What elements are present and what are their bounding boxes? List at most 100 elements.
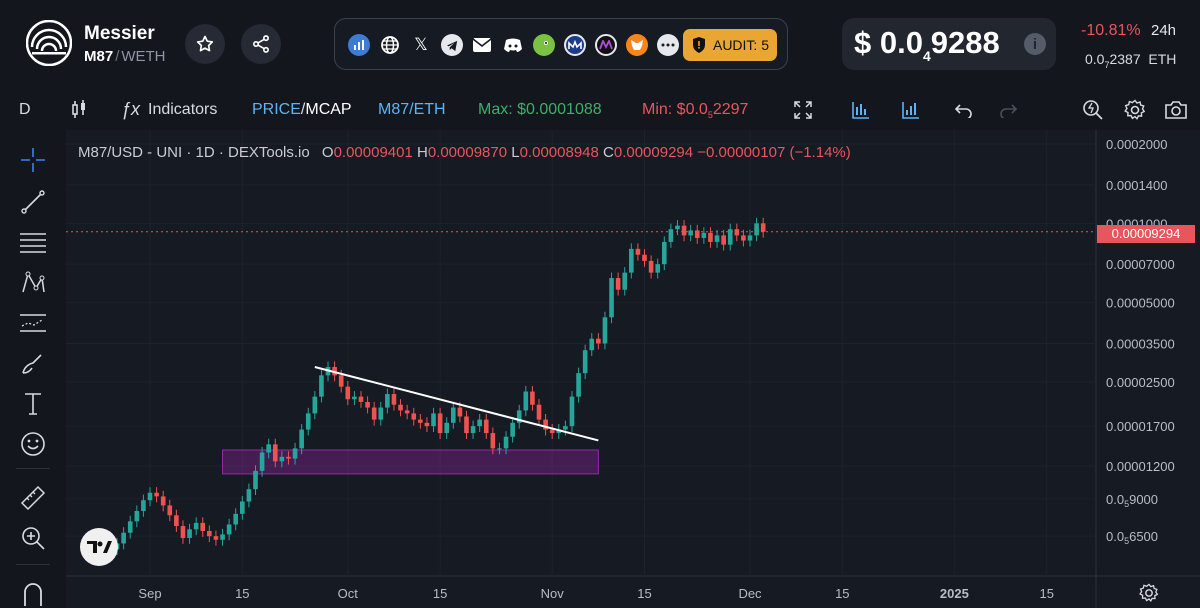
x-tick-label: 2025 (940, 586, 969, 601)
ruler-icon[interactable] (18, 483, 48, 513)
volume-chart-icon[interactable] (899, 98, 923, 122)
quick-search-icon[interactable] (1081, 98, 1105, 122)
dexscreener-icon[interactable] (595, 34, 617, 56)
x-tick-label: 15 (1039, 586, 1053, 601)
interval-selector[interactable]: D (19, 101, 31, 118)
favorite-button[interactable] (185, 24, 225, 64)
x-tick-label: 15 (433, 586, 447, 601)
settings-gear-icon[interactable] (1123, 98, 1147, 122)
email-icon[interactable] (471, 34, 493, 56)
forecast-icon[interactable] (18, 308, 48, 338)
chart-legend: M87/USD - UNI · 1D · DEXTools.io O0.0000… (78, 144, 851, 161)
telegram-icon[interactable] (441, 34, 463, 56)
audit-badge[interactable]: AUDIT: 5 (683, 29, 777, 61)
tool-separator (16, 468, 50, 469)
candle-body (424, 422, 430, 427)
open-key: O (321, 144, 334, 161)
candle-body (556, 429, 562, 434)
last-price-tag: 0.00009294 (1097, 225, 1195, 243)
mcap-toggle-label: MCAP (305, 101, 352, 118)
candle-body (629, 248, 634, 273)
candle-body (727, 229, 733, 245)
crosshair-icon[interactable] (18, 145, 48, 175)
chart-settings-icon[interactable] (1138, 582, 1160, 604)
discord-icon[interactable] (502, 34, 524, 56)
candle-body (404, 410, 410, 414)
price-mcap-toggle[interactable]: PRICE/MCAP (252, 101, 352, 119)
candle-body (549, 429, 555, 434)
candle-body (121, 532, 126, 544)
chart-canvas[interactable]: 0.00020000.00014000.00010000.000070000.0… (66, 130, 1200, 608)
fullscreen-icon[interactable] (791, 98, 815, 122)
metamask-icon[interactable] (626, 34, 648, 56)
candle-body (681, 225, 687, 236)
undo-icon[interactable] (952, 98, 976, 122)
x-tick-label: Sep (138, 586, 161, 601)
x-tick-label: 15 (235, 586, 249, 601)
x-tick-label: Dec (738, 586, 762, 601)
eth-price-zero-count: 7 (1104, 59, 1110, 70)
price-chart[interactable]: 0.0002000 0.0001400 0.0001000 0.00007000 0.0… (66, 130, 1200, 608)
candle-body (141, 500, 146, 511)
brush-icon[interactable] (18, 349, 48, 379)
low-value: 0.00008948 (519, 144, 599, 161)
y-tick-label: 0.00007000 (1106, 257, 1175, 272)
candle-body (510, 422, 515, 437)
candle-body (371, 407, 377, 420)
candle-body (701, 232, 707, 238)
emoji-icon[interactable] (18, 429, 48, 459)
candle-body (734, 229, 740, 236)
token-pair: M87/WETH (84, 48, 166, 65)
token-quote: WETH (121, 48, 166, 65)
coinmarketcap-icon[interactable] (564, 34, 586, 56)
eth-price-digits: 2387 (1109, 51, 1141, 67)
tradingview-logo[interactable] (80, 528, 118, 566)
x-twitter-icon[interactable]: 𝕏 (414, 35, 428, 54)
pattern-icon[interactable] (18, 268, 48, 298)
zoom-in-icon[interactable] (18, 523, 48, 553)
candle-body (431, 413, 436, 427)
screenshot-camera-icon[interactable] (1164, 98, 1188, 122)
magnet-icon[interactable] (18, 578, 48, 608)
min-price: Min: $0.052297 (642, 101, 748, 120)
candle-body (391, 394, 397, 405)
candle-body (418, 419, 423, 423)
candle-body (299, 429, 304, 449)
dextools-chart-icon[interactable] (348, 34, 370, 56)
bar-chart-icon[interactable] (849, 98, 873, 122)
candle-body (576, 373, 581, 397)
indicators-button[interactable]: Indicators (148, 101, 218, 118)
price-change: -10.81% (1081, 22, 1141, 39)
drawing-tools (0, 130, 66, 608)
close-key: C (603, 144, 614, 161)
text-tool-icon[interactable] (18, 389, 48, 419)
chart-background (66, 130, 1200, 608)
candle-body (213, 536, 219, 540)
trendline-icon[interactable] (18, 187, 48, 217)
candle-body (279, 456, 285, 462)
pair-toggle[interactable]: M87/ETH (378, 101, 446, 118)
website-globe-icon[interactable] (379, 34, 401, 56)
candle-body (477, 419, 482, 427)
share-button[interactable] (241, 24, 281, 64)
candle-body (266, 444, 271, 453)
horizontal-lines-icon[interactable] (18, 227, 48, 257)
candles-icon[interactable] (67, 98, 91, 122)
more-icon[interactable] (657, 34, 679, 56)
candle-body (688, 230, 693, 236)
candle-body (193, 522, 199, 530)
fx-icon[interactable]: ƒx (121, 99, 141, 119)
redo-icon[interactable] (996, 98, 1020, 122)
chart-toolbar: D ƒx Indicators PRICE/MCAP M87/ETH Max: … (0, 90, 1200, 130)
candle-body (338, 375, 344, 387)
candle-body (345, 386, 351, 400)
candle-body (174, 515, 179, 527)
candle-body (668, 229, 674, 242)
candle-body (385, 394, 390, 408)
candle-body (147, 492, 153, 501)
info-icon[interactable]: i (1024, 33, 1046, 55)
candle-body (411, 413, 417, 420)
y-tick-label: 0.00001200 (1106, 459, 1175, 474)
header: Messier M87/WETH 𝕏 AUDIT: 5 $ 0.049288 i… (0, 0, 1200, 90)
coingecko-icon[interactable] (533, 34, 555, 56)
